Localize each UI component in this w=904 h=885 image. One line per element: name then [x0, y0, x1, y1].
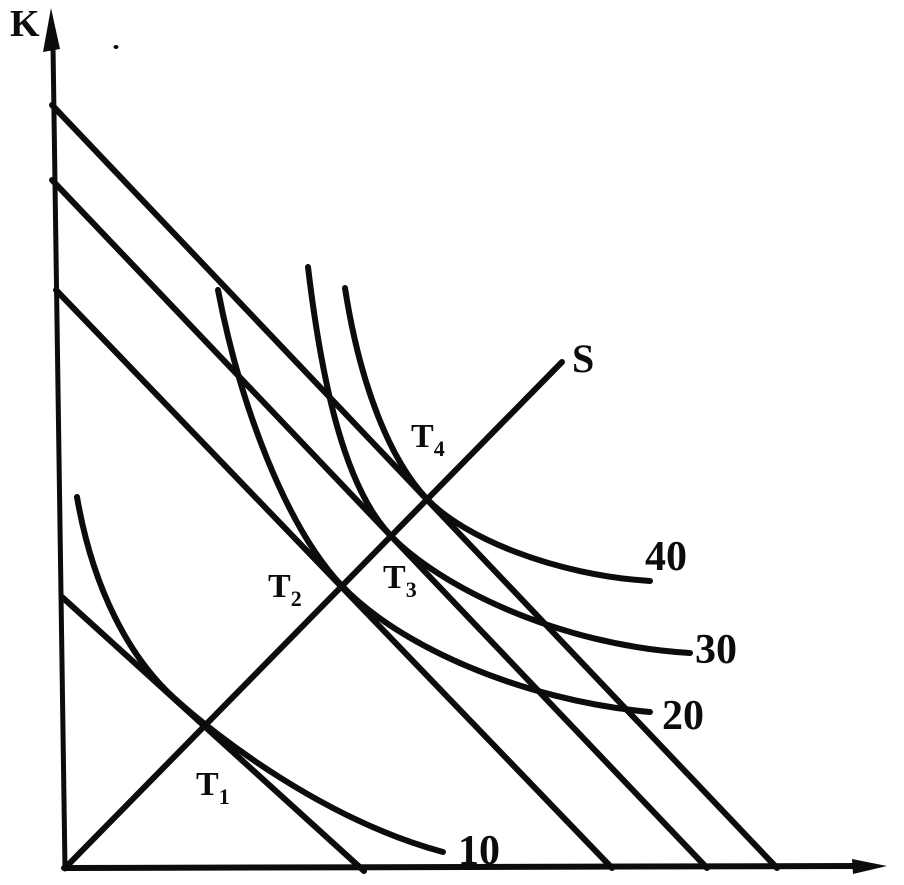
- y-axis-arrowhead: [43, 8, 60, 52]
- tangency-label-t1: T1: [196, 766, 230, 809]
- tangency-label-t3: T3: [383, 559, 417, 602]
- isoquant-curve-20: [215, 287, 653, 715]
- isoquant-label-30: 30: [695, 627, 737, 673]
- tangency-label-sub: 3: [406, 577, 417, 602]
- tangency-label-main: T: [196, 766, 219, 803]
- tangency-label-sub: 2: [291, 586, 302, 611]
- expansion-path-label: S: [572, 336, 594, 381]
- tangency-label-main: T: [411, 418, 434, 455]
- tangency-label-main: T: [268, 568, 291, 605]
- isoquant-label-20: 20: [662, 693, 704, 739]
- isoquant-curve-30: [305, 264, 693, 656]
- ink-speck: [113, 45, 119, 49]
- x-axis: [61, 863, 861, 871]
- tangency-label-sub: 4: [434, 436, 445, 461]
- isoquant-curve-10: [74, 494, 446, 855]
- expansion-path-line: [62, 359, 565, 871]
- x-axis-arrowhead: [852, 859, 887, 874]
- isoquant-label-10: 10: [458, 828, 500, 874]
- tangency-label-t2: T2: [268, 568, 302, 611]
- tangency-label-sub: 1: [219, 784, 230, 809]
- isoquant-curve-40: [342, 285, 653, 584]
- y-axis-label: K: [10, 3, 40, 45]
- tangency-label-t4: T4: [411, 418, 445, 461]
- isoquant-label-40: 40: [645, 534, 687, 580]
- tangency-label-main: T: [383, 559, 406, 596]
